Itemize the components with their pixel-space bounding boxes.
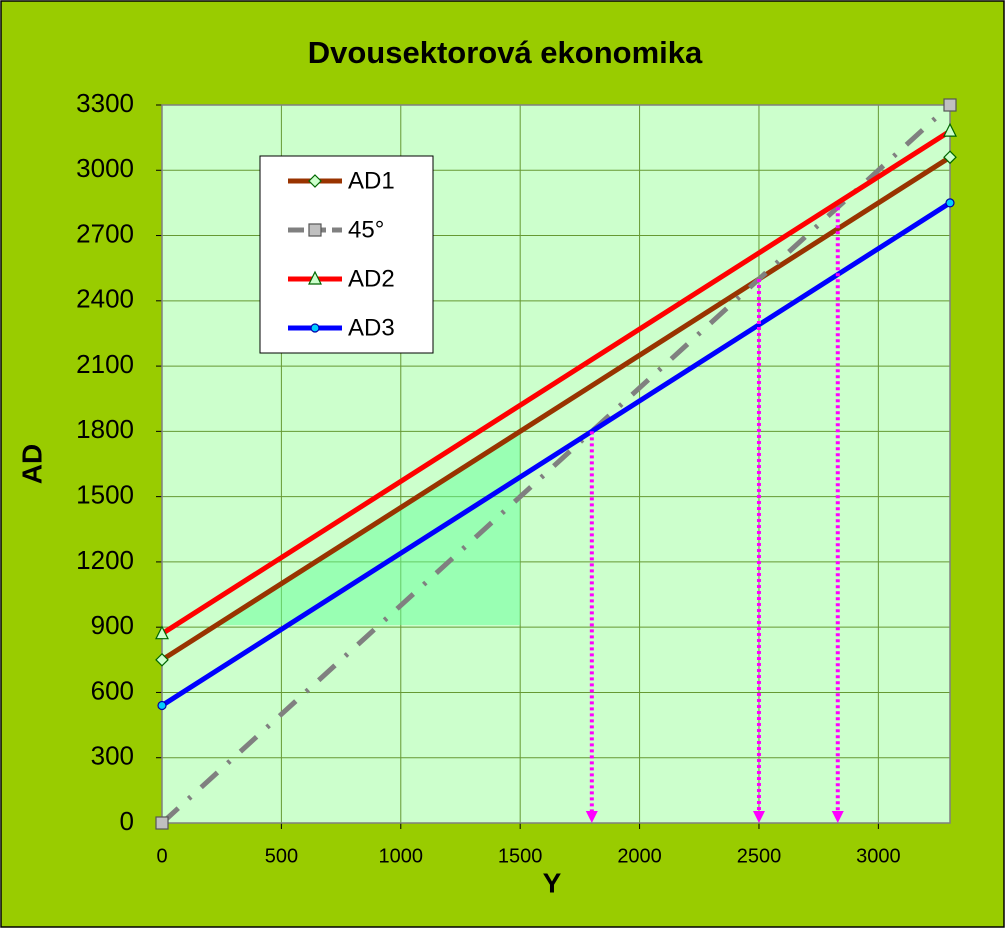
marker bbox=[310, 323, 320, 333]
arrow-head bbox=[831, 811, 844, 823]
series-line bbox=[160, 103, 952, 825]
series-line bbox=[160, 129, 952, 636]
arrow-head bbox=[752, 811, 765, 823]
marker bbox=[157, 700, 167, 711]
y-tick-label: 600 bbox=[91, 675, 134, 705]
marker bbox=[155, 625, 169, 640]
x-axis-label: Y bbox=[543, 867, 562, 898]
legend-label: 45° bbox=[348, 216, 384, 243]
x-tick-label: 2000 bbox=[617, 845, 662, 867]
y-tick-label: 1500 bbox=[76, 480, 134, 510]
legend-box bbox=[259, 155, 434, 354]
series-line bbox=[160, 155, 952, 662]
legend-label: AD2 bbox=[348, 265, 395, 292]
grid: 0 300 600 900 1200 1500 1800 2100 2400 2700 3000 33… bbox=[76, 88, 951, 867]
chart-title: Dvousektorová ekonomika bbox=[308, 35, 703, 70]
marker bbox=[943, 150, 957, 165]
y-tick-label: 900 bbox=[91, 610, 134, 640]
y-tick-label: 1800 bbox=[76, 414, 134, 444]
arrow-head bbox=[585, 811, 598, 823]
y-tick-label: 2100 bbox=[76, 349, 134, 379]
x-tick-label: 500 bbox=[265, 845, 298, 867]
y-tick-label: 1200 bbox=[76, 545, 134, 575]
y-tick-label: 3300 bbox=[76, 88, 134, 118]
marker bbox=[155, 816, 169, 830]
legend: AD1 45° AD2 AD3 bbox=[259, 155, 434, 354]
marker bbox=[155, 652, 169, 667]
x-tick-label: 0 bbox=[156, 845, 167, 867]
marker bbox=[945, 198, 955, 208]
series-line bbox=[160, 200, 952, 708]
marker bbox=[943, 122, 957, 137]
x-tick-label: 3000 bbox=[856, 845, 901, 867]
y-tick-label: 2400 bbox=[76, 284, 134, 314]
y-tick-label: 3000 bbox=[76, 153, 134, 183]
plot-border bbox=[161, 104, 951, 824]
legend-label: AD3 bbox=[348, 314, 395, 341]
marker bbox=[308, 223, 322, 237]
x-tick-label: 1000 bbox=[379, 845, 424, 867]
plot bbox=[155, 98, 957, 830]
y-tick-label: 0 bbox=[120, 806, 134, 836]
marker bbox=[308, 270, 322, 285]
y-tick-label: 2700 bbox=[76, 218, 134, 248]
x-tick-label: 2500 bbox=[737, 845, 782, 867]
marker bbox=[943, 98, 957, 112]
y-tick-label: 300 bbox=[91, 741, 134, 771]
legend-label: AD1 bbox=[348, 167, 395, 194]
y-axis-label: AD bbox=[16, 444, 47, 484]
marker bbox=[308, 174, 322, 188]
x-tick-label: 1500 bbox=[498, 845, 543, 867]
